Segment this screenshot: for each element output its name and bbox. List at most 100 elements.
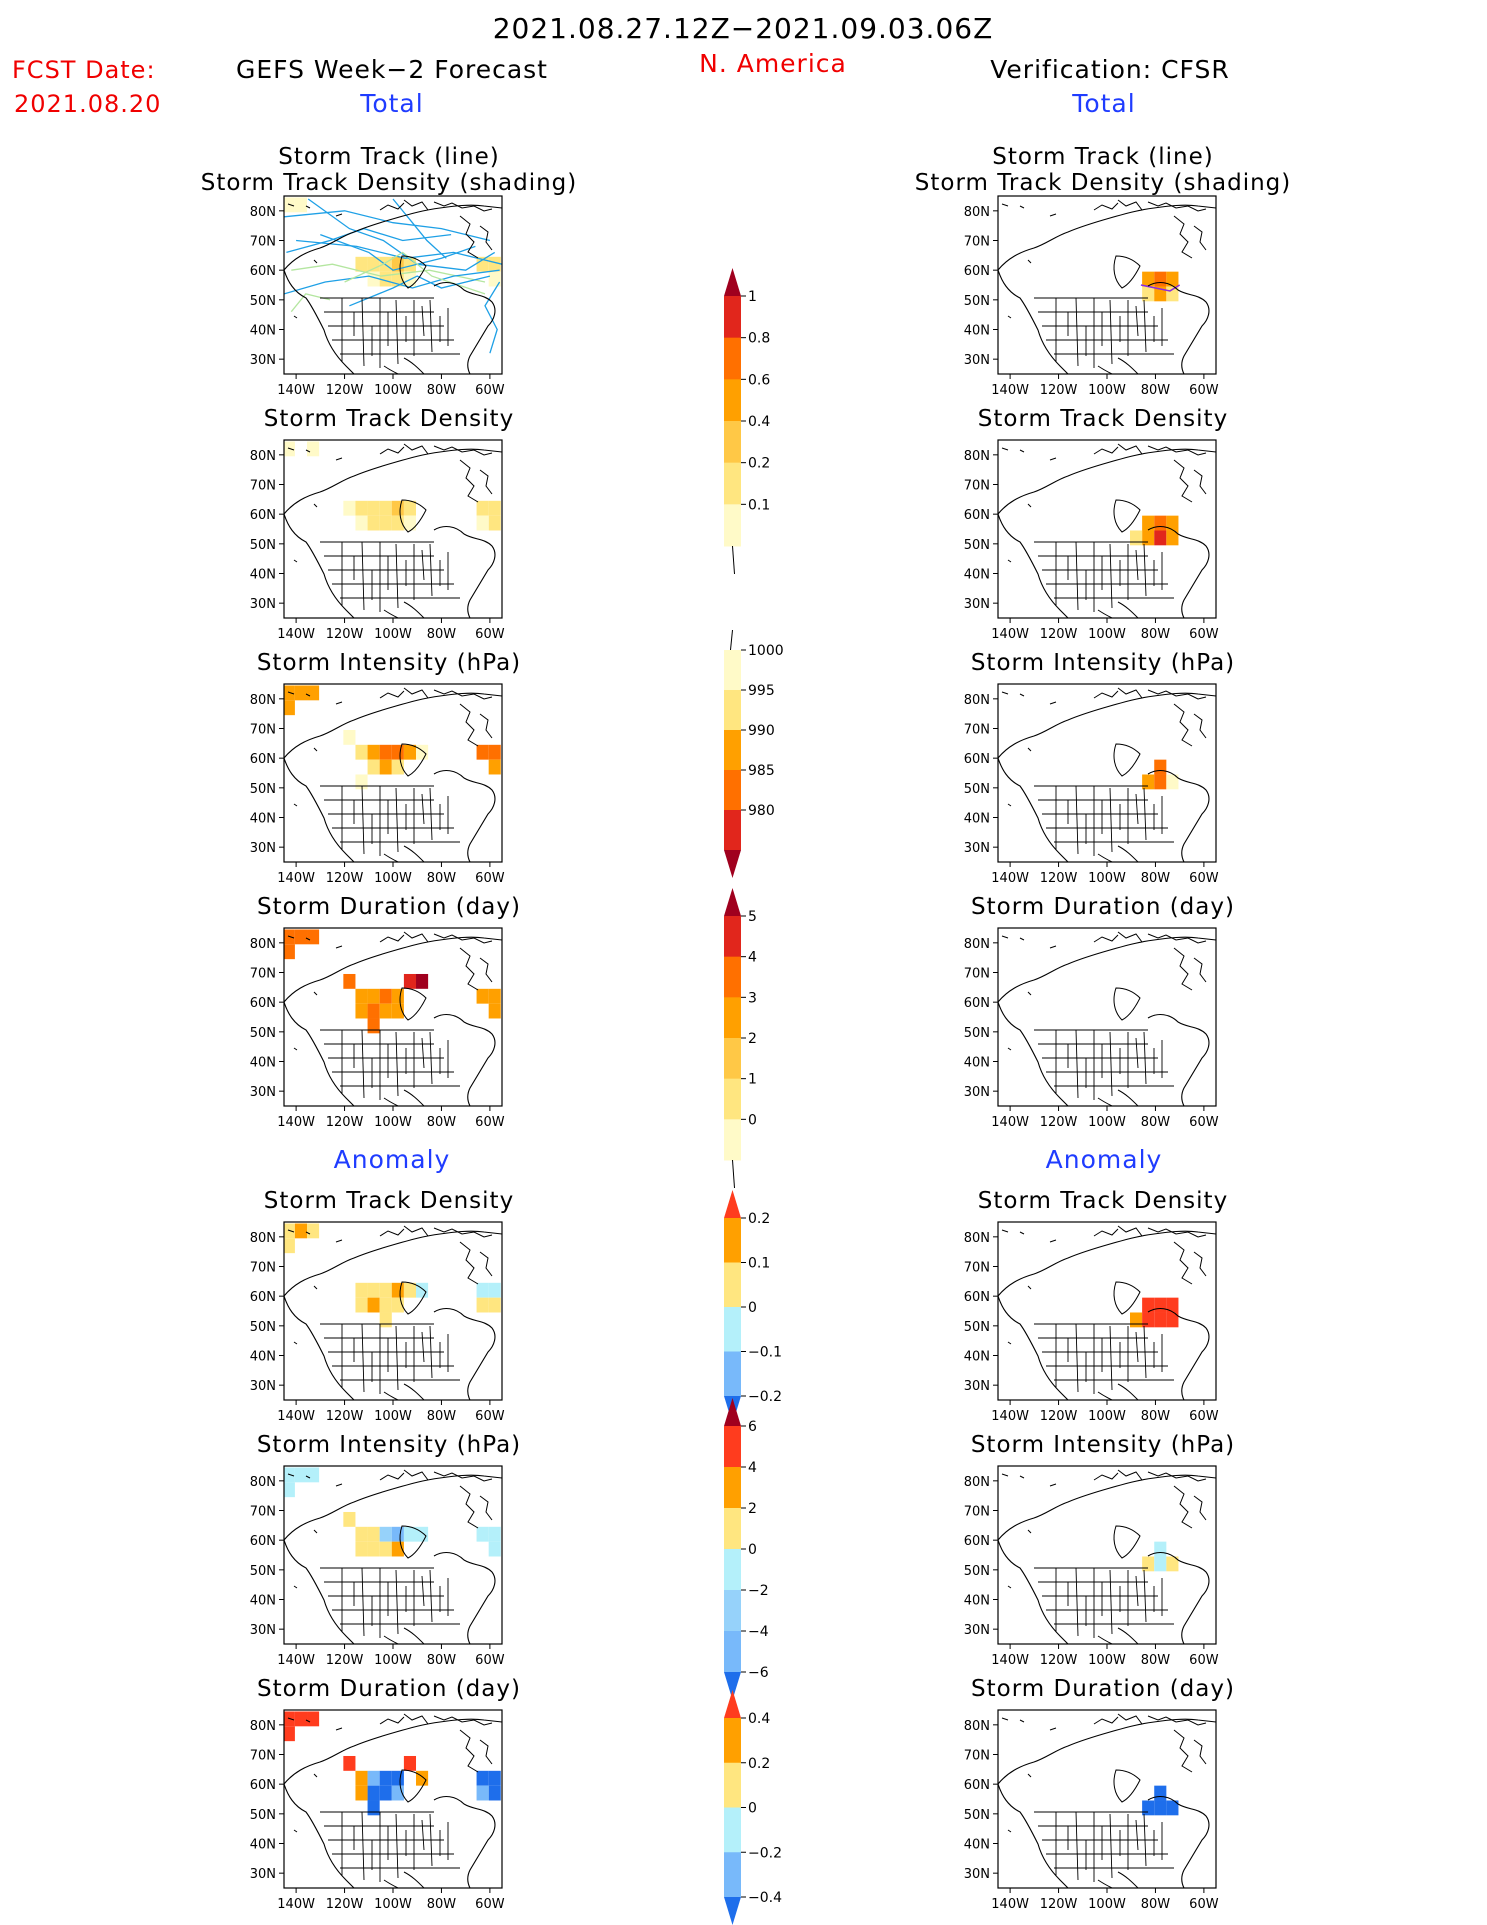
- heat-cell: [367, 759, 380, 775]
- heat-cell: [1130, 1312, 1143, 1328]
- heat-cell: [379, 744, 392, 760]
- lon-tick-label: 60W: [1189, 383, 1219, 398]
- lat-tick-label: 80N: [964, 1231, 990, 1246]
- panel-subtitle: Storm Track Density (shading): [201, 170, 577, 196]
- heat-cell: [403, 1526, 417, 1542]
- heat-cell: [391, 744, 404, 760]
- heat-cell: [1154, 1297, 1167, 1313]
- colorbar-tick-label: 2: [748, 1031, 757, 1047]
- lat-tick-label: 30N: [964, 1623, 990, 1638]
- lon-tick-label: 80W: [1141, 1897, 1171, 1912]
- colorbar-tick-label: 0.8: [748, 331, 770, 347]
- colorbar-box: [724, 379, 741, 422]
- heat-cell: [416, 1770, 429, 1786]
- heat-cell: [476, 1770, 489, 1786]
- lat-tick-label: 60N: [250, 1534, 276, 1549]
- colorbar-tick-label: −4: [748, 1624, 769, 1640]
- lat-tick-label: 40N: [250, 1056, 276, 1071]
- lat-tick-label: 70N: [964, 479, 990, 494]
- fcst-date: 2021.08.20: [14, 90, 161, 118]
- lon-tick-label: 80W: [427, 627, 457, 642]
- heat-cell: [367, 1785, 380, 1801]
- heat-cell: [476, 744, 489, 760]
- coastline: [284, 1225, 502, 1400]
- coastline: [998, 931, 1216, 1106]
- map-frame: [997, 1465, 1217, 1645]
- colorbar-box: [724, 1631, 741, 1673]
- lat-tick-label: 50N: [250, 1808, 276, 1823]
- heat-cell: [488, 500, 501, 516]
- colorbar-extend-top: [724, 1398, 741, 1426]
- colorbar-intensity: 1000 995 990 985 980: [724, 629, 784, 878]
- heat-cell: [403, 1282, 417, 1298]
- map-panels: Storm Track (line)Storm Track Density (s…: [201, 144, 1290, 1912]
- colorbar-tick-label: 4: [748, 950, 757, 966]
- heat-cell: [403, 500, 417, 516]
- heat-cell: [1166, 1312, 1179, 1328]
- lat-tick-label: 40N: [964, 568, 990, 583]
- heat-cell: [1142, 1297, 1155, 1313]
- heat-cell: [307, 441, 320, 457]
- lon-tick-label: 60W: [475, 383, 505, 398]
- lon-tick-label: 120W: [1040, 627, 1078, 642]
- heat-cell: [367, 1282, 380, 1298]
- colorbar-tick-label: 0.4: [748, 1711, 770, 1727]
- map-area: [998, 931, 1216, 1106]
- heat-cell: [1166, 1800, 1179, 1816]
- heat-cell: [355, 1526, 368, 1542]
- storm-track-line: [296, 239, 502, 265]
- lat-tick-label: 50N: [250, 538, 276, 553]
- colorbar-tick-label: 5: [748, 909, 757, 925]
- lon-tick-label: 60W: [475, 627, 505, 642]
- lat-tick-label: 70N: [250, 967, 276, 982]
- lat-tick-label: 30N: [964, 353, 990, 368]
- map-area: [998, 687, 1216, 862]
- colorbar-box: [724, 1307, 741, 1352]
- lat-tick-label: 40N: [250, 1350, 276, 1365]
- colorbar-tick-label: −0.4: [748, 1890, 782, 1906]
- lon-tick-label: 120W: [1040, 1409, 1078, 1424]
- cfsr-panel-density_anom: Storm Track Density 80N 70N 60N 50N 40N 30N140…: [964, 1188, 1227, 1424]
- colorbars: 10.80.60.40.20.110009959909859805432100.…: [724, 268, 784, 1925]
- right-title: Verification: CFSR: [990, 55, 1229, 84]
- lat-tick-label: 60N: [964, 1290, 990, 1305]
- lat-tick-label: 60N: [250, 752, 276, 767]
- heat-cell: [355, 1282, 368, 1298]
- cfsr-panel-density: Storm Track Density 80N 70N 60N 50N 40N 30N140…: [964, 406, 1227, 642]
- lon-tick-label: 80W: [1141, 1409, 1171, 1424]
- heat-cell: [343, 1755, 356, 1771]
- lat-tick-label: 70N: [964, 1749, 990, 1764]
- heat-cell: [367, 1003, 380, 1019]
- coastline: [284, 1713, 502, 1888]
- colorbar-box: [724, 1549, 741, 1591]
- colorbar-tick-label: 0.2: [748, 1211, 770, 1227]
- lon-tick-label: 60W: [475, 1897, 505, 1912]
- heat-cell: [1154, 759, 1167, 775]
- lon-tick-label: 60W: [475, 1115, 505, 1130]
- map-frame: [997, 1221, 1217, 1401]
- lat-tick-label: 60N: [250, 996, 276, 1011]
- colorbar-tick-label: 1: [748, 1072, 757, 1088]
- colorbar-box: [724, 1351, 741, 1397]
- lon-tick-label: 120W: [326, 627, 364, 642]
- colorbar-tick-label: 0.2: [748, 1756, 770, 1772]
- lat-tick-label: 60N: [964, 752, 990, 767]
- colorbar-box: [724, 1718, 741, 1764]
- coastline: [284, 1469, 502, 1644]
- lon-tick-label: 140W: [991, 1409, 1029, 1424]
- colorbar-box: [724, 956, 741, 998]
- heat-cell: [391, 1526, 404, 1542]
- colorbar-box: [724, 730, 741, 771]
- coastline: [998, 1469, 1216, 1644]
- coastline: [998, 687, 1216, 862]
- lat-tick-label: 40N: [250, 812, 276, 827]
- lon-tick-label: 100W: [1088, 1115, 1126, 1130]
- heat-cell: [284, 1726, 295, 1742]
- storm-track-line: [349, 275, 491, 307]
- heat-cell: [284, 944, 295, 960]
- lon-tick-label: 100W: [374, 1409, 412, 1424]
- panel-title: Storm Intensity (hPa): [257, 650, 521, 676]
- heat-cell: [367, 515, 380, 531]
- heat-cell: [1154, 1785, 1167, 1801]
- lat-tick-label: 30N: [250, 1867, 276, 1882]
